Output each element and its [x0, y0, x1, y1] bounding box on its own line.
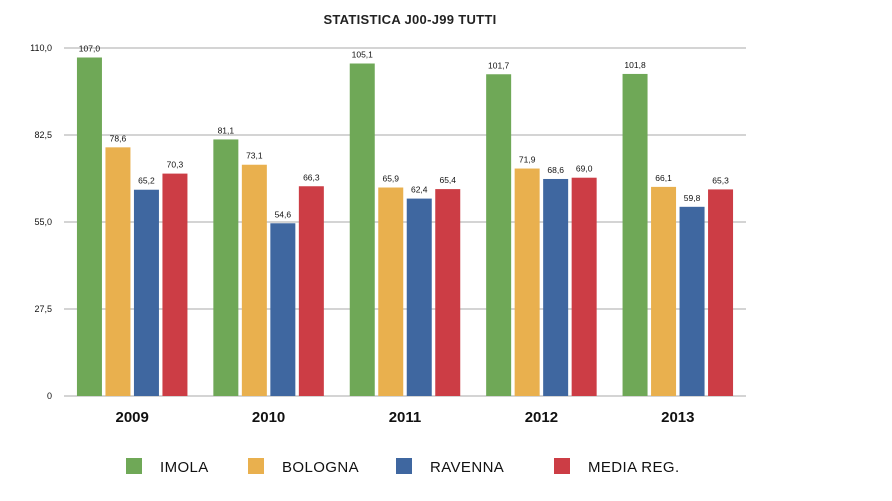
bar	[651, 186, 677, 396]
data-label: 81,1	[218, 125, 235, 135]
legend-label: MEDIA REG.	[588, 459, 680, 476]
y-tick-label: 27,5	[34, 304, 52, 314]
data-label: 66,3	[303, 172, 320, 182]
x-tick-label: 2010	[252, 409, 285, 426]
bar	[213, 139, 239, 397]
data-label: 65,4	[439, 175, 456, 185]
legend-swatch	[396, 458, 412, 474]
data-label: 65,9	[382, 174, 399, 184]
bar	[708, 189, 734, 396]
bar	[298, 186, 324, 396]
bars-layer: 107,0 78,6 65,2 70,3 81,1 73,1 54,6 66,3 105,1 65…	[76, 43, 734, 397]
data-label: 62,4	[411, 185, 428, 195]
data-label: 78,6	[110, 133, 127, 143]
bar	[105, 147, 131, 396]
data-label: 65,3	[712, 175, 729, 185]
y-tick-label: 110,0	[30, 43, 52, 53]
x-tick-label: 2012	[525, 409, 558, 426]
y-tick-label: 82,5	[34, 130, 52, 140]
bar	[270, 223, 296, 396]
bar	[406, 198, 432, 396]
data-label: 71,9	[519, 155, 536, 165]
legend-swatch	[248, 458, 264, 474]
data-label: 65,2	[138, 176, 155, 186]
bar	[571, 177, 597, 396]
bar	[679, 206, 705, 396]
y-tick-label: 0	[47, 391, 52, 401]
data-label: 73,1	[246, 151, 263, 161]
legend-label: RAVENNA	[430, 459, 504, 476]
bar	[378, 187, 404, 396]
data-label: 68,6	[547, 165, 564, 175]
bar	[543, 178, 569, 396]
bar	[162, 173, 188, 396]
data-label: 101,8	[624, 60, 646, 70]
bar	[241, 164, 267, 396]
data-label: 105,1	[352, 50, 374, 60]
data-label: 54,6	[275, 209, 292, 219]
bar	[435, 189, 461, 396]
x-tick-label: 2009	[116, 409, 149, 426]
bar	[514, 168, 540, 396]
legend: IMOLA BOLOGNA RAVENNA MEDIA REG.	[126, 458, 680, 476]
bar	[76, 57, 102, 397]
bar	[486, 74, 512, 396]
x-tick-label: 2011	[389, 409, 422, 426]
data-label: 101,7	[488, 60, 510, 70]
legend-swatch	[126, 458, 142, 474]
legend-label: IMOLA	[160, 459, 209, 476]
data-label: 69,0	[576, 164, 593, 174]
bar	[133, 189, 159, 396]
x-axis: 2009 2010 2011 2012 2013	[116, 409, 695, 426]
bar	[622, 73, 648, 396]
y-tick-label: 55,0	[34, 217, 52, 227]
data-label: 66,1	[655, 173, 672, 183]
data-label: 59,8	[684, 193, 701, 203]
x-tick-label: 2013	[661, 409, 694, 426]
data-label: 70,3	[167, 160, 184, 170]
bar	[349, 63, 375, 396]
legend-label: BOLOGNA	[282, 459, 359, 476]
legend-swatch	[554, 458, 570, 474]
chart-title: STATISTICA J00-J99 TUTTI	[323, 12, 496, 27]
data-label: 107,0	[79, 43, 101, 53]
